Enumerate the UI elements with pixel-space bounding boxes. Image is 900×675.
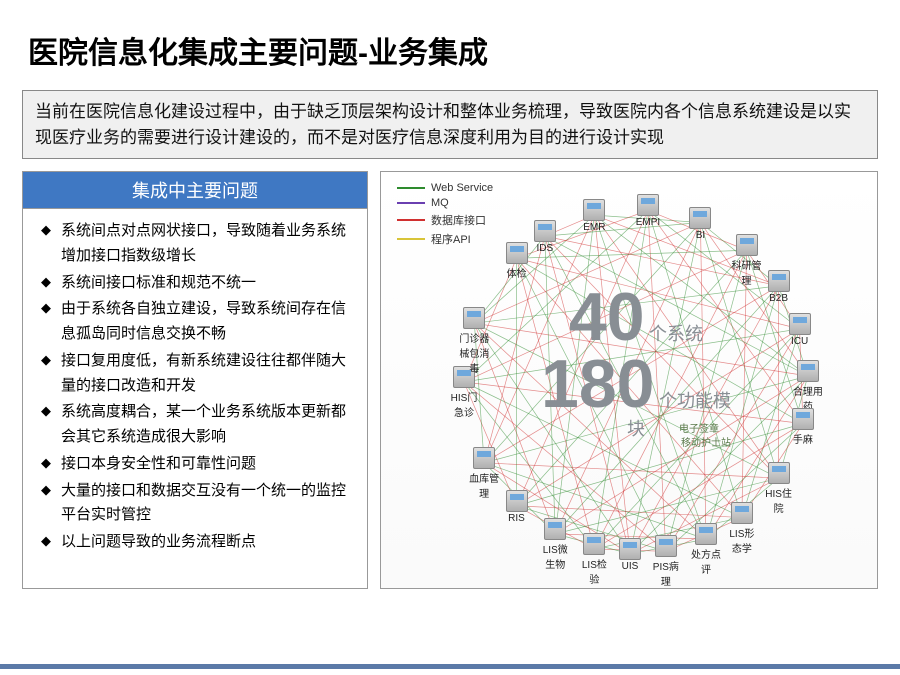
legend-row: 程序API bbox=[397, 231, 493, 247]
system-node: 手麻 bbox=[786, 408, 820, 446]
system-node: 血库管理 bbox=[467, 447, 501, 500]
columns: 集成中主要问题 系统间点对点网状接口，导致随着业务系统增加接口指数级增长系统间接… bbox=[22, 171, 878, 589]
node-label: LIS检验 bbox=[577, 556, 611, 586]
server-icon bbox=[583, 199, 605, 221]
aux-label: 移动护士站 bbox=[681, 434, 731, 449]
node-label: B2B bbox=[762, 293, 796, 304]
issue-item: 系统间点对点网状接口，导致随着业务系统增加接口指数级增长 bbox=[41, 219, 353, 269]
legend: Web Service MQ 数据库接口程序API bbox=[397, 182, 493, 250]
issue-item: 大量的接口和数据交互没有一个统一的监控平台实时管控 bbox=[41, 479, 353, 529]
stat-modules-num: 180 bbox=[541, 354, 654, 415]
node-label: LIS微生物 bbox=[538, 541, 572, 571]
node-label: EMPI bbox=[631, 217, 665, 228]
legend-swatch bbox=[397, 187, 425, 189]
node-label: 科研管理 bbox=[730, 257, 764, 287]
issue-item: 系统高度耦合，某一个业务系统版本更新都会其它系统造成很大影响 bbox=[41, 400, 353, 450]
issue-item: 以上问题导致的业务流程断点 bbox=[41, 530, 353, 555]
node-label: PIS病理 bbox=[649, 558, 683, 588]
node-label: 体检 bbox=[500, 265, 534, 280]
legend-row: 数据库接口 bbox=[397, 212, 493, 228]
system-node: EMR bbox=[577, 199, 611, 233]
node-label: 门诊器械包消毒 bbox=[457, 330, 491, 375]
issues-panel: 集成中主要问题 系统间点对点网状接口，导致随着业务系统增加接口指数级增长系统间接… bbox=[22, 171, 368, 589]
legend-swatch bbox=[397, 202, 425, 204]
system-node: BI bbox=[683, 207, 717, 241]
node-label: HIS住院 bbox=[762, 485, 796, 515]
issue-item: 系统间接口标准和规范不统一 bbox=[41, 271, 353, 296]
server-icon bbox=[792, 408, 814, 430]
issue-item: 接口复用度低，有新系统建设往往都伴随大量的接口改造和开发 bbox=[41, 349, 353, 399]
system-node: 门诊器械包消毒 bbox=[457, 307, 491, 375]
system-node: UIS bbox=[613, 538, 647, 572]
system-node: PIS病理 bbox=[649, 535, 683, 588]
stat-systems-unit: 个系统 bbox=[649, 324, 703, 344]
server-icon bbox=[506, 490, 528, 512]
node-label: HIS门急诊 bbox=[447, 389, 481, 419]
server-icon bbox=[655, 535, 677, 557]
legend-swatch bbox=[397, 219, 425, 221]
stat-systems-num: 40 bbox=[569, 287, 645, 348]
legend-label: 数据库接口 bbox=[431, 212, 486, 228]
system-node: LIS检验 bbox=[577, 533, 611, 586]
server-icon bbox=[731, 502, 753, 524]
node-label: LIS形态学 bbox=[725, 525, 759, 555]
node-label: IDS bbox=[528, 243, 562, 254]
server-icon bbox=[506, 242, 528, 264]
server-icon bbox=[473, 447, 495, 469]
server-icon bbox=[619, 538, 641, 560]
system-node: EMPI bbox=[631, 194, 665, 228]
node-label: 血库管理 bbox=[467, 470, 501, 500]
legend-label: Web Service bbox=[431, 182, 493, 194]
intro-box: 当前在医院信息化建设过程中，由于缺乏顶层架构设计和整体业务梳理，导致医院内各个信… bbox=[22, 90, 878, 159]
server-icon bbox=[583, 533, 605, 555]
node-label: RIS bbox=[500, 513, 534, 524]
node-label: ICU bbox=[783, 336, 817, 347]
node-label: UIS bbox=[613, 561, 647, 572]
legend-row: MQ bbox=[397, 197, 493, 209]
server-icon bbox=[637, 194, 659, 216]
issue-item: 由于系统各自独立建设，导致系统间存在信息孤岛同时信息交换不畅 bbox=[41, 297, 353, 347]
server-icon bbox=[689, 207, 711, 229]
node-label: 处方点评 bbox=[689, 546, 723, 576]
server-icon bbox=[789, 313, 811, 335]
system-node: ICU bbox=[783, 313, 817, 347]
issues-header: 集成中主要问题 bbox=[23, 172, 367, 209]
node-label: BI bbox=[683, 230, 717, 241]
aux-label: 电子签章 bbox=[679, 420, 719, 435]
system-node: LIS形态学 bbox=[725, 502, 759, 555]
server-icon bbox=[736, 234, 758, 256]
system-node: IDS bbox=[528, 220, 562, 254]
node-label: EMR bbox=[577, 222, 611, 233]
system-node: B2B bbox=[762, 270, 796, 304]
issue-item: 接口本身安全性和可靠性问题 bbox=[41, 452, 353, 477]
server-icon bbox=[534, 220, 556, 242]
system-node: 科研管理 bbox=[730, 234, 764, 287]
server-icon bbox=[695, 523, 717, 545]
system-node: 合理用药 bbox=[791, 360, 825, 413]
server-icon bbox=[768, 462, 790, 484]
system-node: 处方点评 bbox=[689, 523, 723, 576]
system-node: LIS微生物 bbox=[538, 518, 572, 571]
network-diagram: Web Service MQ 数据库接口程序API 40 个系统 180 个功能模块… bbox=[380, 171, 878, 589]
server-icon bbox=[797, 360, 819, 382]
legend-label: 程序API bbox=[431, 231, 471, 247]
server-icon bbox=[544, 518, 566, 540]
center-stats: 40 个系统 180 个功能模块 bbox=[536, 287, 736, 441]
node-label: 手麻 bbox=[786, 431, 820, 446]
legend-label: MQ bbox=[431, 197, 449, 209]
legend-row: Web Service bbox=[397, 182, 493, 194]
system-node: HIS住院 bbox=[762, 462, 796, 515]
footer-accent-bar bbox=[0, 664, 900, 669]
server-icon bbox=[768, 270, 790, 292]
system-node: RIS bbox=[500, 490, 534, 524]
page-title: 医院信息化集成主要问题-业务集成 bbox=[0, 0, 900, 72]
legend-swatch bbox=[397, 238, 425, 240]
issues-list: 系统间点对点网状接口，导致随着业务系统增加接口指数级增长系统间接口标准和规范不统… bbox=[23, 209, 367, 567]
server-icon bbox=[463, 307, 485, 329]
